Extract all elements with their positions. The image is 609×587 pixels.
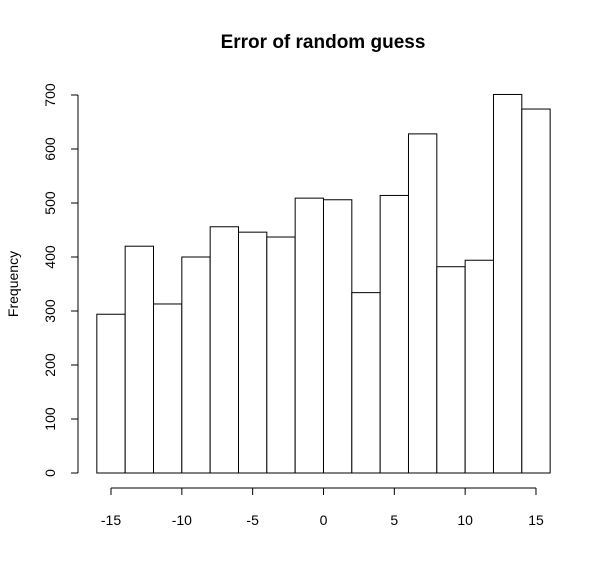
histogram-bar xyxy=(436,266,466,474)
y-tick-label: 600 xyxy=(42,137,58,161)
x-tick-label: 15 xyxy=(528,512,544,528)
y-tick-label: 400 xyxy=(42,245,58,269)
y-axis-label: Frequency xyxy=(5,251,21,317)
histogram-bar xyxy=(294,197,324,474)
y-tick-label: 200 xyxy=(42,353,58,377)
histogram-bar xyxy=(521,108,551,474)
x-tick-label: -15 xyxy=(101,512,121,528)
histogram-bar xyxy=(492,93,523,474)
y-tick-label: 100 xyxy=(42,407,58,431)
histogram-bar xyxy=(351,292,381,474)
chart-title: Error of random guess xyxy=(221,32,426,53)
x-tick-label: -5 xyxy=(246,512,259,528)
histogram-bar xyxy=(124,245,154,474)
x-tick-label: 10 xyxy=(457,512,473,528)
bars-group xyxy=(96,93,551,474)
y-tick-label: 700 xyxy=(42,83,58,107)
x-axis: -15 -10 -5 0 5 10 15 xyxy=(101,487,544,528)
histogram-bar xyxy=(96,313,126,474)
histogram-bar xyxy=(464,259,494,474)
y-axis: 0 100 200 300 400 500 600 700 xyxy=(42,83,79,477)
y-tick-label: 500 xyxy=(42,191,58,215)
y-tick-label: 0 xyxy=(42,469,58,477)
histogram-bar xyxy=(407,133,438,474)
histogram-bar xyxy=(209,226,239,474)
histogram-bar xyxy=(266,236,296,474)
histogram-bar xyxy=(237,231,268,474)
y-tick-label: 300 xyxy=(42,299,58,323)
histogram-bar xyxy=(152,303,183,474)
x-tick-label: -10 xyxy=(172,512,192,528)
x-tick-label: 5 xyxy=(390,512,398,528)
histogram-bar xyxy=(322,199,353,474)
histogram-bar xyxy=(379,194,409,474)
histogram-bar xyxy=(181,256,211,474)
x-tick-label: 0 xyxy=(320,512,328,528)
